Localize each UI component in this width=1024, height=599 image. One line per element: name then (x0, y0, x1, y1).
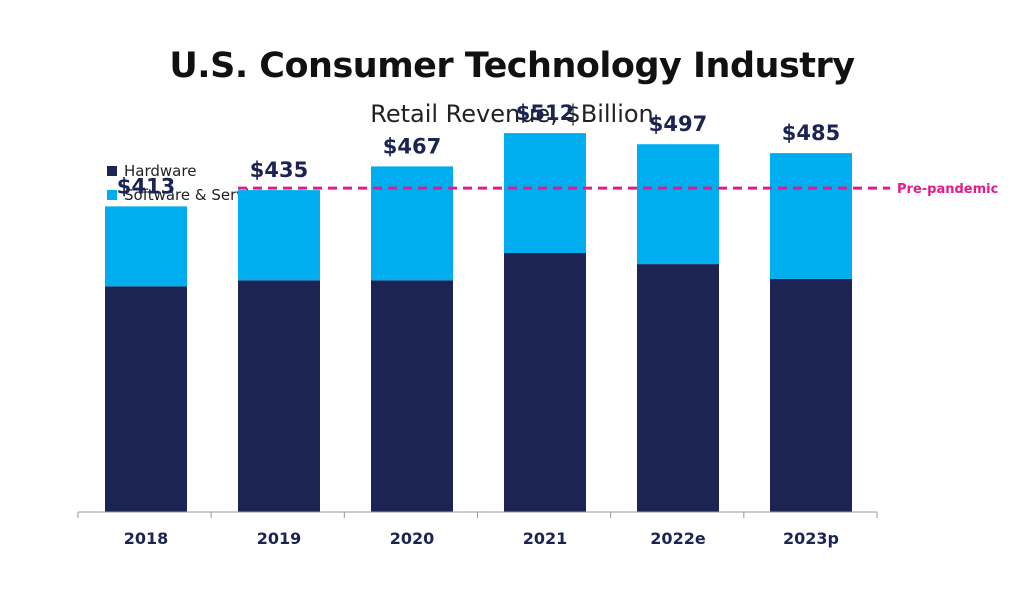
bar-software-services-2022e (637, 144, 719, 265)
bar-software-services-2023p (770, 153, 852, 279)
legend-label-hardware: Hardware (124, 162, 196, 180)
bar-software-services-2020 (371, 166, 453, 281)
bars-group (105, 133, 852, 512)
bar-hardware-2023p (770, 278, 852, 512)
total-label-2019: $435 (250, 158, 308, 182)
reference-line-group: Pre-pandemic (238, 182, 998, 197)
total-label-2021: $512 (516, 101, 574, 125)
bar-software-services-2019 (238, 190, 320, 281)
legend-swatch-hardware (107, 166, 117, 176)
x-tick-label-2021: 2021 (523, 529, 568, 548)
total-label-2022e: $497 (649, 112, 707, 136)
chart-subtitle: Retail Revenue, $Billion (370, 100, 654, 128)
total-label-2018: $413 (117, 174, 175, 198)
bar-hardware-2018 (105, 286, 187, 512)
bar-software-services-2021 (504, 133, 586, 253)
legend-swatch-software-services (107, 190, 117, 200)
x-tick-label-2022e: 2022e (650, 529, 706, 548)
bar-hardware-2020 (371, 280, 453, 512)
bar-hardware-2021 (504, 253, 586, 512)
bar-hardware-2019 (238, 280, 320, 512)
pre-pandemic-label: Pre-pandemic (897, 182, 998, 197)
x-axis (77, 511, 878, 518)
labels-group: $413 2018 $435 2019 $467 2020 $512 2021 $497 2022… (117, 101, 840, 548)
bar-software-services-2018 (105, 206, 187, 287)
total-label-2023p: $485 (782, 121, 840, 145)
chart-title: U.S. Consumer Technology Industry (169, 46, 855, 86)
x-tick-label-2023p: 2023p (783, 529, 839, 548)
legend: Hardware Software & Services (107, 162, 275, 204)
bar-hardware-2022e (637, 264, 719, 512)
x-tick-label-2019: 2019 (257, 529, 302, 548)
legend-label-software-services: Software & Services (124, 186, 275, 204)
x-tick-label-2020: 2020 (390, 529, 435, 548)
total-label-2020: $467 (383, 134, 441, 158)
x-tick-label-2018: 2018 (124, 529, 169, 548)
